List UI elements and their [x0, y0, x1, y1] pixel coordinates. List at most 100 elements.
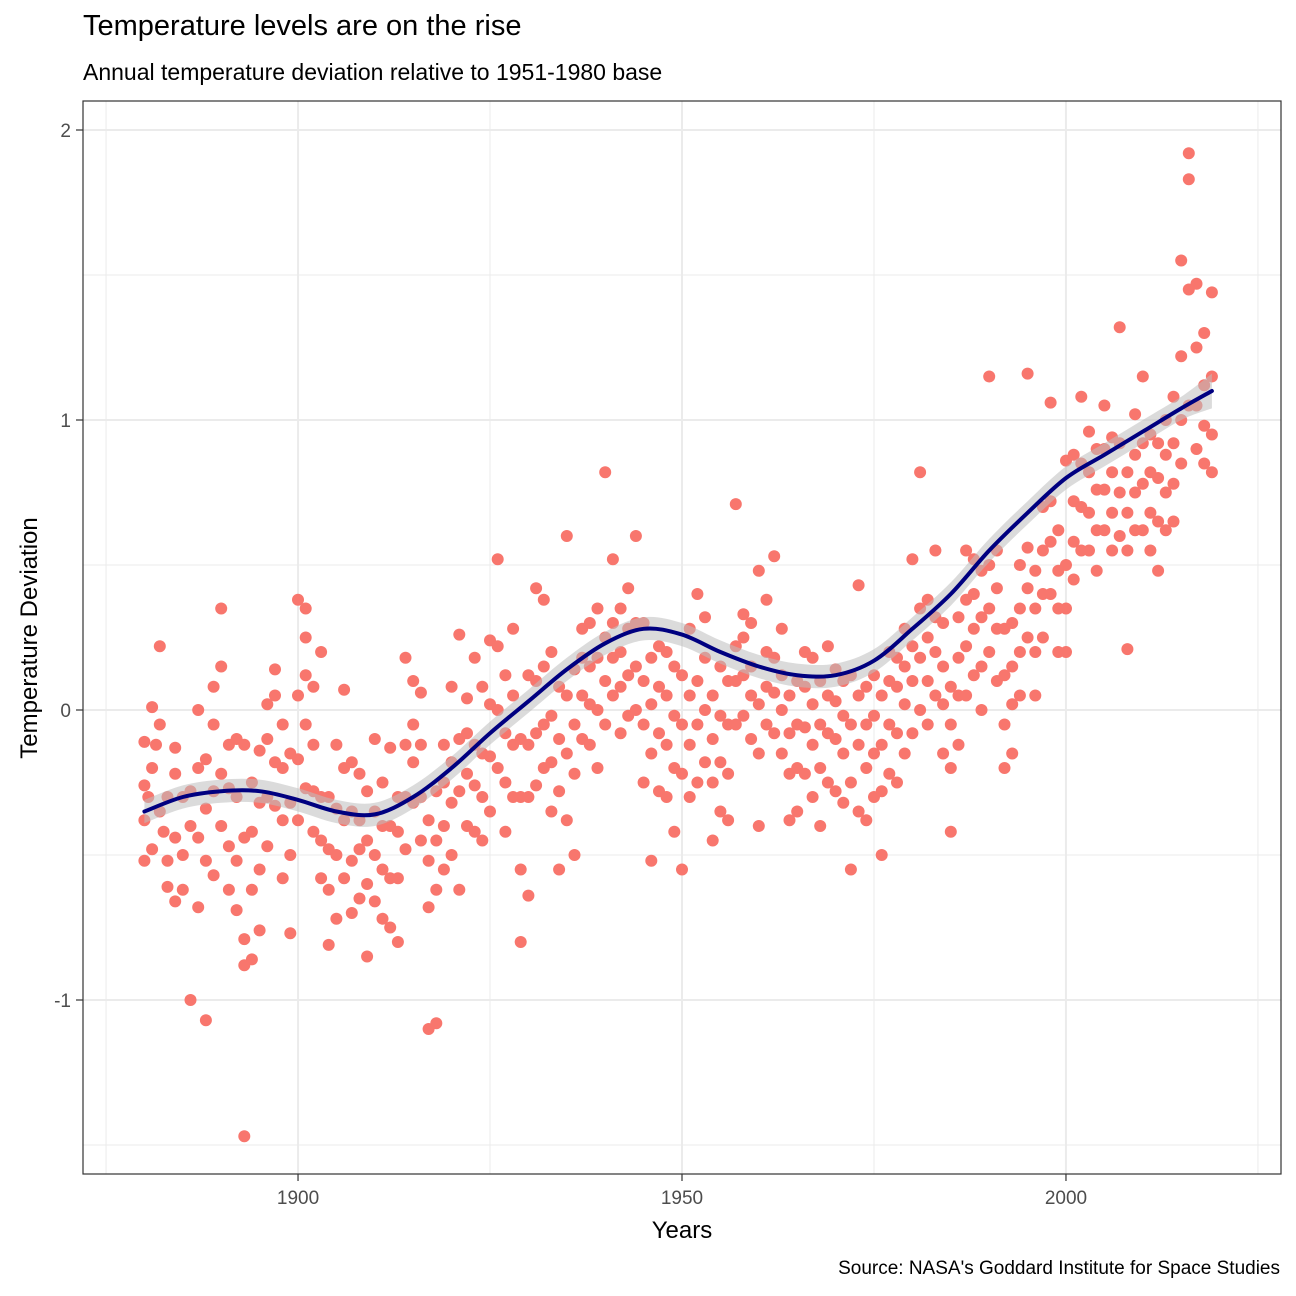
- data-point: [706, 776, 719, 789]
- data-point: [522, 791, 535, 803]
- data-point: [891, 680, 903, 693]
- data-point: [660, 791, 673, 803]
- data-point: [261, 698, 274, 711]
- data-point: [192, 762, 205, 774]
- data-point: [276, 814, 289, 827]
- data-point: [1205, 428, 1218, 441]
- data-point: [998, 669, 1011, 682]
- data-point: [629, 530, 642, 542]
- data-point: [315, 646, 328, 658]
- data-point: [399, 843, 412, 856]
- data-point: [844, 863, 857, 876]
- data-point: [353, 892, 366, 905]
- data-point: [737, 709, 750, 722]
- data-point: [307, 680, 320, 693]
- data-point: [960, 640, 973, 653]
- data-point: [353, 843, 366, 856]
- data-point: [676, 863, 688, 876]
- data-point: [484, 750, 496, 763]
- data-point: [768, 727, 781, 740]
- data-point: [875, 785, 888, 798]
- data-point: [253, 924, 266, 937]
- data-point: [292, 814, 304, 827]
- data-point: [514, 936, 527, 948]
- data-point: [737, 608, 750, 621]
- data-point: [576, 689, 589, 702]
- data-point: [1029, 646, 1042, 658]
- data-point: [714, 709, 727, 722]
- y-tick-label: 2: [60, 121, 71, 142]
- data-point: [829, 733, 842, 745]
- data-point: [1136, 524, 1149, 537]
- chart-title: Temperature levels are on the rise: [83, 10, 522, 42]
- data-point: [245, 825, 258, 838]
- data-point: [829, 785, 842, 798]
- data-point: [307, 738, 320, 751]
- data-point: [1205, 286, 1218, 299]
- data-point: [146, 701, 159, 714]
- data-point: [407, 718, 420, 731]
- data-point: [299, 631, 312, 644]
- data-point: [860, 680, 873, 693]
- data-point: [937, 698, 950, 711]
- data-point: [161, 854, 174, 867]
- data-point: [399, 738, 412, 751]
- data-point: [1029, 564, 1042, 577]
- data-point: [560, 814, 573, 827]
- data-point: [499, 776, 512, 789]
- data-point: [583, 617, 596, 629]
- data-point: [844, 718, 857, 731]
- data-point: [491, 762, 504, 774]
- data-point: [1190, 277, 1203, 290]
- data-point: [353, 767, 366, 780]
- data-point: [199, 1014, 212, 1027]
- data-point: [821, 776, 834, 789]
- data-point: [668, 709, 681, 722]
- data-point: [760, 718, 773, 731]
- data-point: [960, 544, 973, 557]
- data-point: [545, 805, 558, 818]
- data-point: [1090, 564, 1103, 577]
- data-point: [906, 727, 919, 740]
- data-point: [322, 883, 335, 896]
- data-point: [1021, 541, 1034, 554]
- data-point: [422, 814, 435, 827]
- data-point: [614, 646, 627, 658]
- data-point: [645, 651, 658, 664]
- x-axis-title: Years: [652, 1217, 713, 1244]
- data-point: [1029, 602, 1042, 615]
- data-point: [1106, 466, 1119, 479]
- data-point: [1175, 457, 1188, 470]
- data-point: [161, 880, 174, 893]
- data-point: [952, 611, 965, 624]
- data-point: [445, 796, 458, 809]
- data-point: [1113, 321, 1126, 334]
- data-point: [699, 704, 711, 716]
- data-point: [1159, 524, 1172, 537]
- data-point: [1060, 646, 1072, 658]
- data-point: [553, 863, 566, 876]
- data-point: [1098, 524, 1111, 537]
- data-point: [484, 805, 496, 818]
- data-point: [967, 669, 980, 682]
- data-point: [361, 950, 374, 963]
- data-point: [921, 675, 934, 687]
- y-tick-label: 1: [60, 411, 71, 432]
- data-point: [276, 872, 289, 885]
- data-point: [783, 727, 796, 740]
- chart-subtitle: Annual temperature deviation relative to…: [83, 59, 663, 85]
- data-point: [261, 840, 274, 853]
- data-point: [1106, 506, 1119, 519]
- data-point: [837, 796, 850, 809]
- data-point: [453, 785, 466, 798]
- data-point: [1152, 515, 1165, 528]
- data-point: [637, 718, 650, 731]
- data-point: [368, 733, 381, 745]
- data-point: [629, 704, 642, 716]
- data-point: [1021, 631, 1034, 644]
- data-point: [1060, 602, 1072, 615]
- data-point: [338, 872, 351, 885]
- data-point: [660, 738, 673, 751]
- data-point: [952, 651, 965, 664]
- data-point: [245, 953, 258, 966]
